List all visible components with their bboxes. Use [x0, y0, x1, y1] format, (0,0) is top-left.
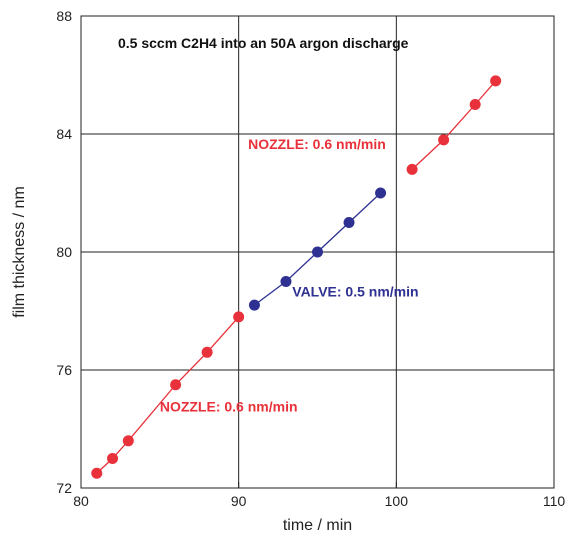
data-point: [122, 435, 134, 447]
grid-lines: [81, 16, 554, 488]
y-axis-label: film thickness / nm: [11, 186, 28, 318]
chart-title: 0.5 sccm C2H4 into an 50A argon discharg…: [118, 35, 409, 51]
series-line: [411, 80, 497, 170]
data-point: [201, 346, 213, 358]
y-tick-label: 84: [56, 126, 72, 142]
data-point: [91, 467, 103, 479]
data-point: [312, 246, 323, 258]
x-tick-label: 80: [73, 493, 89, 509]
series-1: [248, 187, 387, 311]
annotations: NOZZLE: 0.6 nm/min VALVE: 0.5 nm/min NOZZL…: [160, 136, 419, 415]
data-point: [280, 276, 292, 287]
y-tick-label: 76: [56, 362, 72, 378]
annotation-label: VALVE: 0.5 nm/min: [292, 283, 418, 299]
data-point: [469, 99, 481, 110]
data-point: [170, 379, 182, 391]
data-series: [91, 75, 502, 479]
series-line: [96, 316, 240, 474]
series-2: [406, 75, 502, 175]
annotation-label: NOZZLE: 0.6 nm/min: [248, 136, 386, 152]
y-tick-label: 88: [56, 8, 72, 24]
data-point: [375, 187, 387, 199]
series-0: [91, 311, 245, 479]
data-point: [490, 75, 502, 87]
axis-ticks: 80 90 100 110 72 76 80 84 88: [56, 8, 565, 509]
x-tick-label: 100: [385, 493, 409, 509]
data-point: [107, 453, 119, 464]
data-point: [438, 134, 450, 146]
data-point: [406, 163, 418, 175]
x-tick-label: 110: [543, 493, 566, 509]
y-tick-label: 72: [56, 480, 72, 496]
data-point: [233, 311, 245, 323]
annotation-label: NOZZLE: 0.6 nm/min: [160, 398, 298, 414]
x-axis-label: time / min: [283, 517, 352, 534]
data-point: [343, 217, 355, 228]
y-tick-label: 80: [56, 244, 72, 260]
data-point: [248, 299, 260, 311]
x-tick-label: 90: [231, 493, 247, 509]
